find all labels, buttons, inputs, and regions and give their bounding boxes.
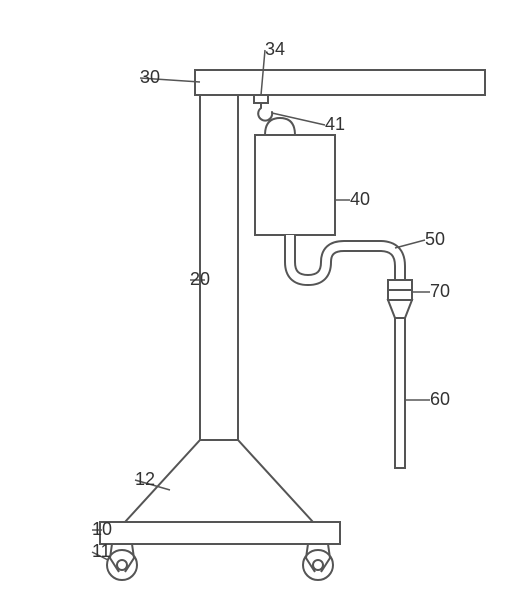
label-l70: 70 xyxy=(412,281,450,301)
horizontal-arm xyxy=(195,70,485,95)
label-l20: 20 xyxy=(190,269,210,289)
down-tube xyxy=(395,318,405,468)
svg-text:20: 20 xyxy=(190,269,210,289)
label-l11: 11 xyxy=(92,541,111,561)
caster-wheel xyxy=(107,544,137,580)
connector-valve xyxy=(388,280,412,318)
svg-text:11: 11 xyxy=(92,541,111,561)
container-handle xyxy=(265,118,295,135)
arm-attachment xyxy=(254,95,268,103)
hook xyxy=(258,103,272,121)
label-l10: 10 xyxy=(92,519,112,539)
svg-text:50: 50 xyxy=(425,229,445,249)
svg-text:60: 60 xyxy=(430,389,450,409)
caster-wheel xyxy=(303,544,333,580)
label-l40: 40 xyxy=(335,189,370,209)
svg-text:40: 40 xyxy=(350,189,370,209)
label-l50: 50 xyxy=(395,229,445,249)
base-platform xyxy=(100,522,340,544)
svg-text:70: 70 xyxy=(430,281,450,301)
label-l30: 30 xyxy=(140,67,200,87)
outlet-tube-outer xyxy=(290,235,400,280)
label-l60: 60 xyxy=(405,389,450,409)
svg-text:10: 10 xyxy=(92,519,112,539)
vertical-pole xyxy=(200,95,238,440)
svg-text:30: 30 xyxy=(140,67,160,87)
label-l34: 34 xyxy=(261,39,285,95)
svg-text:34: 34 xyxy=(265,39,285,59)
svg-text:41: 41 xyxy=(325,114,345,134)
label-l41: 41 xyxy=(272,113,345,134)
svg-text:12: 12 xyxy=(135,469,155,489)
container-body xyxy=(255,135,335,235)
